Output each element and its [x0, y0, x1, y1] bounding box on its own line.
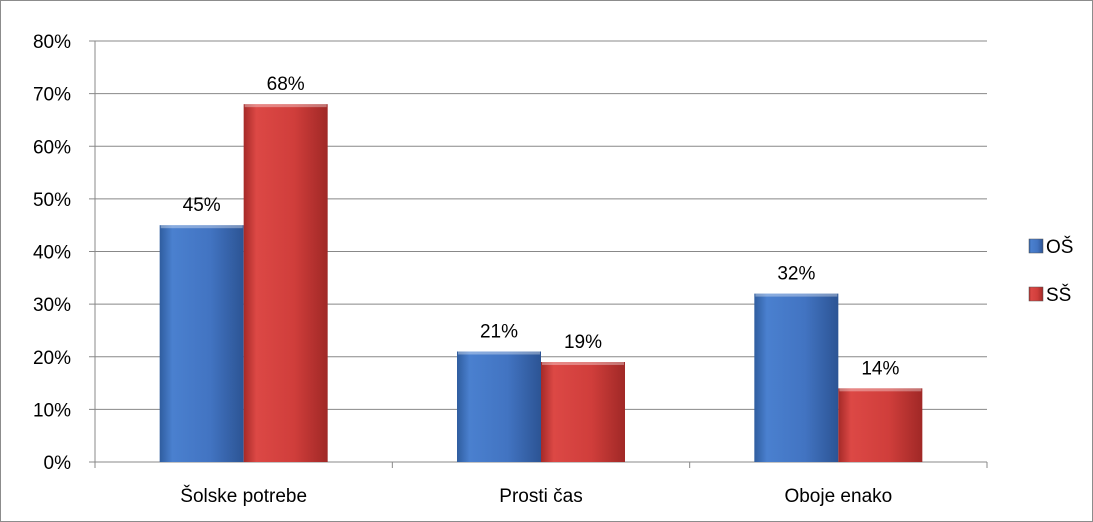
legend: OŠ SŠ: [1028, 236, 1073, 306]
y-tick-label: 80%: [33, 32, 71, 53]
data-label: 45%: [183, 195, 221, 216]
y-tick-label: 0%: [44, 453, 72, 474]
data-label: 19%: [564, 332, 602, 353]
bar-highlight: [839, 388, 922, 392]
data-label: 68%: [267, 74, 305, 95]
bar-highlight: [458, 351, 540, 355]
bar-ss: [243, 104, 328, 463]
bar-ss: [838, 388, 923, 462]
bar-os: [159, 225, 244, 462]
labels: 0% 10% 20% 30% 40% 50% 60% 70% 80% Šolske potrebe…: [33, 32, 899, 507]
x-tick-label: Prosti čas: [499, 486, 582, 507]
data-label: 14%: [861, 358, 899, 379]
bar-highlight: [244, 104, 327, 108]
y-tick-label: 30%: [33, 295, 71, 316]
y-tick-label: 70%: [33, 85, 71, 106]
legend-swatch-ss: [1028, 286, 1044, 302]
y-tick-label: 60%: [33, 137, 71, 158]
bar-highlight: [755, 293, 838, 297]
y-tick-label: 40%: [33, 243, 71, 264]
legend-label: OŠ: [1046, 236, 1073, 258]
legend-swatch-os: [1028, 238, 1044, 254]
x-tick-label: Šolske potrebe: [180, 485, 307, 507]
y-tick-label: 10%: [33, 400, 71, 421]
bar-highlight: [542, 362, 624, 366]
bar-highlight: [160, 225, 243, 229]
bar-ss: [541, 362, 625, 462]
bars: [159, 104, 923, 463]
data-label: 21%: [480, 321, 518, 342]
y-tick-label: 50%: [33, 190, 71, 211]
x-tick-label: Oboje enako: [784, 486, 892, 507]
bar-os: [754, 293, 839, 462]
legend-label: SŠ: [1046, 284, 1071, 306]
data-label: 32%: [777, 264, 815, 285]
y-tick-label: 20%: [33, 348, 71, 369]
bar-os: [457, 351, 541, 462]
